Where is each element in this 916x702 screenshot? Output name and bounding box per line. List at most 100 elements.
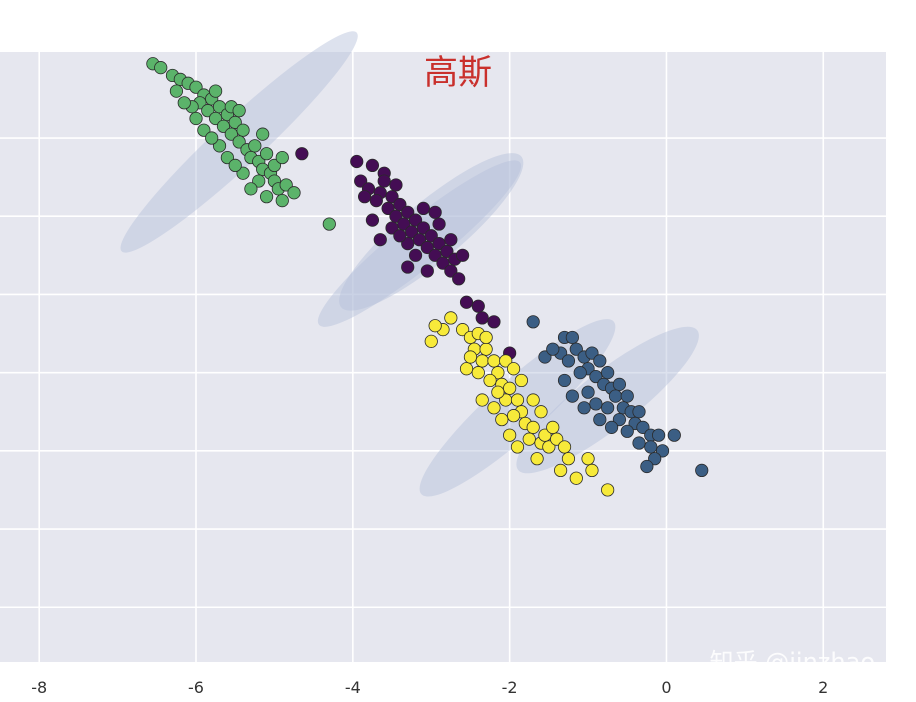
x-tick-label: 2 (818, 678, 828, 697)
x-tick-label: -8 (31, 678, 47, 697)
data-point (205, 131, 219, 145)
data-point (499, 354, 513, 368)
data-point (408, 213, 423, 227)
watermark: 知乎 @jinzhao (710, 648, 875, 676)
data-point (459, 362, 474, 376)
data-point (565, 330, 579, 345)
data-point (593, 412, 607, 427)
data-point (601, 366, 615, 380)
data-point (248, 139, 262, 153)
data-point (385, 221, 399, 235)
data-point (604, 420, 619, 434)
data-point (561, 452, 576, 466)
data-point (593, 354, 607, 368)
data-point (436, 256, 450, 270)
data-point (365, 213, 380, 227)
data-point (169, 84, 184, 98)
data-point (495, 412, 509, 427)
data-point (487, 401, 501, 415)
data-point (612, 377, 627, 391)
data-point (357, 190, 372, 204)
data-point (236, 123, 250, 137)
data-point (381, 201, 395, 216)
data-point (577, 401, 591, 415)
data-point (608, 389, 623, 403)
data-point (224, 127, 238, 141)
data-point (401, 237, 415, 251)
data-point (287, 186, 301, 200)
data-point (369, 193, 383, 208)
data-point (471, 366, 485, 380)
data-point (444, 264, 458, 278)
data-point (189, 80, 203, 94)
data-point (220, 150, 234, 165)
data-point (565, 389, 579, 403)
data-point (216, 119, 231, 133)
data-point (612, 412, 627, 427)
data-point (232, 135, 246, 149)
data-point (275, 193, 289, 208)
data-point (365, 158, 380, 172)
data-point (652, 428, 666, 442)
data-point (526, 393, 540, 407)
x-tick-label: -6 (188, 678, 204, 697)
data-point (275, 150, 289, 165)
data-point (228, 115, 242, 129)
data-point (212, 139, 227, 153)
data-point (632, 405, 646, 419)
data-point (581, 385, 595, 399)
data-point (228, 158, 242, 172)
data-point (620, 389, 634, 403)
data-point (377, 174, 391, 188)
data-point (655, 444, 670, 458)
data-point (209, 111, 223, 126)
data-point (526, 420, 540, 434)
data-point (416, 221, 430, 235)
data-point (424, 229, 438, 243)
data-point (479, 330, 493, 345)
data-point (667, 428, 681, 442)
data-point (267, 158, 282, 172)
data-point (487, 315, 501, 329)
x-axis-ticks: -8 -6 -4 -2 0 2 (31, 678, 828, 697)
data-point (420, 240, 434, 255)
data-point (510, 393, 525, 407)
data-point (408, 248, 423, 262)
data-point (554, 463, 568, 477)
data-point (154, 61, 168, 75)
data-point (546, 342, 560, 356)
data-point (197, 123, 211, 137)
data-point (432, 237, 446, 251)
data-point (420, 264, 434, 278)
data-point (538, 428, 552, 442)
data-point (389, 178, 403, 192)
data-point (534, 405, 548, 419)
plot-area (0, 52, 886, 662)
data-point (412, 233, 427, 247)
data-point (636, 420, 650, 434)
data-point (632, 436, 646, 450)
data-point (401, 260, 415, 274)
data-point (648, 452, 662, 466)
data-point (259, 190, 274, 204)
data-points (146, 57, 709, 497)
data-point (538, 350, 552, 364)
data-point (487, 354, 501, 368)
data-point (295, 147, 309, 161)
data-point (373, 233, 387, 247)
data-point (491, 385, 505, 399)
data-point (232, 104, 246, 118)
data-point (589, 369, 603, 384)
data-point (424, 334, 438, 348)
data-point (514, 373, 529, 388)
data-point (322, 217, 336, 231)
data-point (503, 428, 517, 442)
data-point (416, 201, 430, 216)
data-point (397, 217, 411, 231)
data-point (471, 299, 485, 313)
data-point (475, 393, 489, 407)
data-point (401, 205, 415, 219)
data-point (479, 342, 493, 356)
data-point (393, 229, 407, 243)
